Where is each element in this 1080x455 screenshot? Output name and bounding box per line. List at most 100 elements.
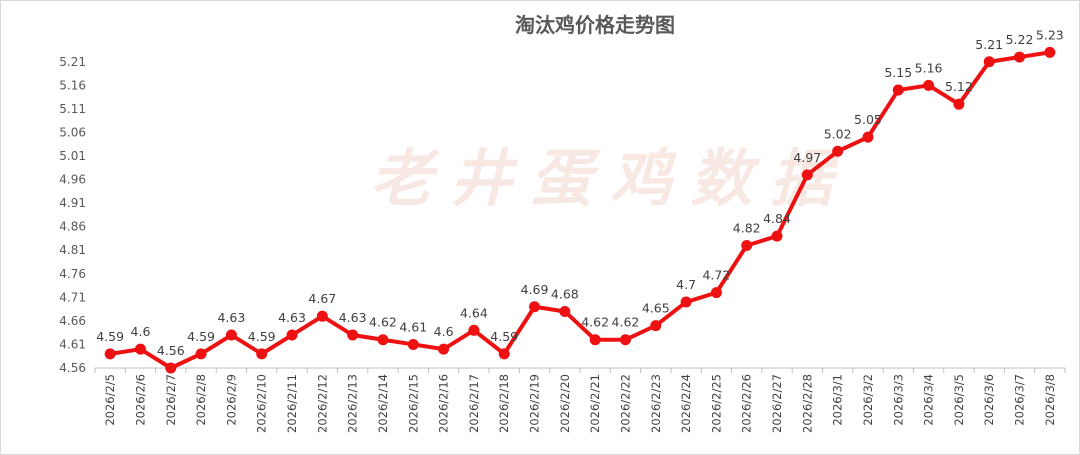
data-point	[832, 145, 844, 157]
x-tick-label: 2026/2/6	[133, 374, 147, 426]
y-tick-label: 4.61	[59, 337, 86, 351]
data-label: 4.62	[612, 315, 640, 330]
x-tick-label: 2026/2/7	[164, 374, 178, 426]
y-tick-label: 5.11	[59, 102, 86, 116]
data-label: 4.82	[733, 221, 761, 236]
data-point	[165, 362, 177, 374]
y-tick-label: 4.86	[59, 220, 86, 234]
data-label: 4.56	[157, 343, 185, 358]
x-tick-label: 2026/2/27	[770, 374, 784, 433]
data-label: 5.22	[1006, 32, 1034, 47]
data-label: 5.16	[915, 60, 943, 75]
data-point	[892, 84, 904, 96]
x-tick-label: 2026/3/4	[922, 374, 936, 426]
data-label: 4.62	[369, 315, 397, 330]
x-tick-label: 2026/3/8	[1043, 374, 1057, 426]
data-label: 5.05	[854, 112, 882, 127]
data-point	[225, 329, 237, 341]
y-tick-label: 4.56	[59, 361, 86, 375]
data-point	[559, 305, 571, 317]
data-point	[650, 320, 662, 332]
data-label: 4.59	[187, 329, 215, 344]
y-tick-label: 4.76	[59, 267, 86, 281]
data-label: 5.02	[824, 126, 852, 141]
x-tick-label: 2026/2/16	[437, 374, 451, 433]
x-tick-label: 2026/2/13	[346, 374, 360, 433]
data-point	[710, 287, 722, 299]
data-label: 5.15	[884, 65, 912, 80]
y-tick-label: 5.06	[59, 125, 86, 139]
x-tick-label: 2026/2/5	[103, 374, 117, 426]
data-point	[407, 338, 419, 350]
data-label: 4.63	[278, 310, 306, 325]
x-tick-label: 2026/2/10	[255, 374, 269, 433]
data-label: 4.61	[399, 319, 427, 334]
data-point	[741, 240, 753, 252]
x-tick-label: 2026/2/9	[224, 374, 238, 426]
x-tick-label: 2026/3/7	[1013, 374, 1027, 426]
x-tick-label: 2026/2/28	[800, 374, 814, 433]
data-point	[680, 296, 692, 308]
data-point	[195, 348, 207, 360]
data-point	[468, 324, 480, 336]
y-tick-label: 4.71	[59, 290, 86, 304]
data-label: 4.72	[702, 268, 730, 283]
data-label: 4.6	[434, 324, 454, 339]
x-tick-label: 2026/2/19	[528, 374, 542, 433]
x-tick-label: 2026/2/8	[194, 374, 208, 426]
data-point	[1044, 46, 1056, 58]
data-label: 4.64	[460, 305, 488, 320]
data-label: 4.84	[763, 211, 791, 226]
x-tick-label: 2026/2/12	[315, 374, 329, 433]
x-tick-label: 2026/2/26	[740, 374, 754, 433]
data-point	[801, 169, 813, 181]
y-tick-label: 4.81	[59, 243, 86, 257]
series-line-group	[104, 46, 1056, 374]
x-tick-label: 2026/2/24	[679, 374, 693, 433]
data-label: 4.6	[131, 324, 151, 339]
data-label: 4.68	[551, 286, 579, 301]
data-point	[862, 131, 874, 143]
y-tick-label: 5.21	[59, 55, 86, 69]
data-point	[438, 343, 450, 355]
data-point	[771, 230, 783, 242]
x-tick-label: 2026/2/21	[588, 374, 602, 433]
data-label: 4.7	[676, 277, 696, 292]
data-point	[256, 348, 268, 360]
data-label: 4.69	[521, 282, 549, 297]
data-point	[134, 343, 146, 355]
x-tick-label: 2026/2/18	[497, 374, 511, 433]
x-tick-label: 2026/3/2	[861, 374, 875, 426]
x-tick-label: 2026/2/20	[558, 374, 572, 433]
x-tick-label: 2026/2/23	[649, 374, 663, 433]
data-label: 4.63	[339, 310, 367, 325]
y-tick-label: 4.96	[59, 173, 86, 187]
data-point	[619, 334, 631, 346]
data-label: 4.63	[217, 310, 245, 325]
data-point	[377, 334, 389, 346]
data-point	[316, 310, 328, 322]
data-label: 4.67	[308, 291, 336, 306]
data-point	[983, 56, 995, 68]
y-tick-label: 5.01	[59, 149, 86, 163]
data-label: 5.12	[945, 79, 973, 94]
x-tick-label: 2026/3/3	[891, 374, 905, 426]
x-tick-label: 2026/3/6	[982, 374, 996, 426]
series-line	[108, 50, 1052, 370]
x-tick-label: 2026/2/25	[709, 374, 723, 433]
data-label: 4.59	[248, 329, 276, 344]
data-point	[923, 79, 935, 91]
data-point	[104, 348, 116, 360]
data-point	[347, 329, 359, 341]
data-label: 5.21	[975, 37, 1003, 52]
x-tick-label: 2026/2/14	[376, 374, 390, 433]
data-point	[589, 334, 601, 346]
data-labels-group: 4.59 4.64.564.594.634.594.634.674.63 4.62 4…	[96, 27, 1064, 358]
x-tick-label: 2026/2/22	[618, 374, 632, 433]
data-point	[286, 329, 298, 341]
axes: 4.56 4.61 4.66 4.71 4.76 4.81 4.86 4.91 4.96 5.01…	[59, 55, 1066, 433]
x-tick-label: 2026/2/11	[285, 374, 299, 433]
